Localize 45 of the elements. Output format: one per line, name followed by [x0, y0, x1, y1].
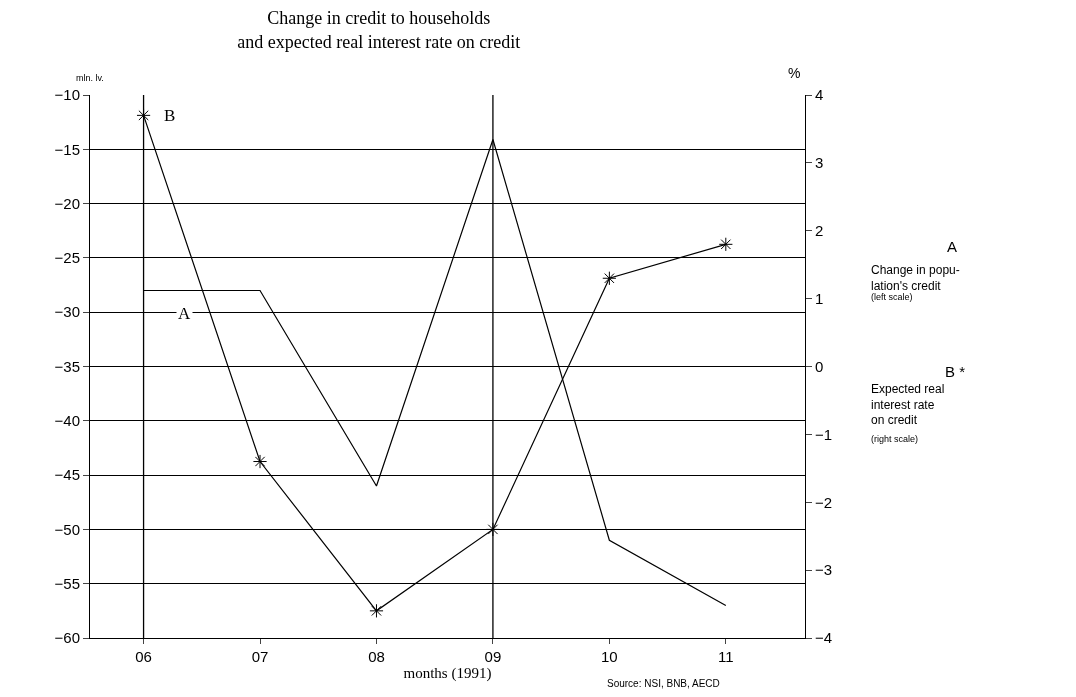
y-tick-label: −60 [54, 629, 80, 647]
x-tick-label: 07 [251, 648, 269, 665]
y2-axis-title: % [788, 65, 801, 81]
text: (right scale) [871, 434, 919, 444]
y2-tick-label: 0 [815, 357, 824, 375]
y-tick-label: −35 [54, 357, 80, 375]
point [602, 271, 617, 286]
y2-tick-label: −1 [815, 425, 833, 443]
series-label: A [178, 304, 191, 323]
x-tick-label: 10 [601, 648, 618, 665]
y2-tick-label: −2 [815, 493, 833, 511]
source-note: Source: NSI, BNB, AECD [607, 678, 720, 689]
y2-tick-label: 1 [815, 289, 824, 307]
y2-tick-label: −3 [815, 561, 833, 579]
y2-tick-label: −4 [815, 629, 833, 647]
x-tick-label: 09 [484, 648, 502, 665]
text: (left scale) [871, 292, 913, 302]
point [369, 603, 384, 618]
y-axis-title: mln. lv. [76, 73, 104, 83]
y2-tick-label: 3 [815, 154, 824, 172]
text: Change in popu- lation's credit [871, 263, 960, 293]
y-tick-label: −45 [54, 466, 80, 484]
y-tick-label: −40 [54, 412, 80, 430]
y-tick-label: −10 [54, 86, 80, 104]
text: A [947, 238, 958, 255]
point [136, 108, 151, 123]
x-tick-label: 06 [135, 648, 152, 665]
y-tick-label: −55 [54, 574, 80, 592]
y-tick-label: −25 [54, 249, 80, 267]
y-tick-label: −50 [54, 520, 80, 538]
text: Expected real interest rate on credit [871, 382, 945, 428]
point [252, 454, 268, 469]
chart-title: Change in credit to households and expected real interest rate on credit [237, 8, 521, 52]
point [718, 237, 733, 252]
series-label: B [164, 106, 176, 125]
y-tick-label: −30 [54, 303, 80, 321]
y-tick-label: −15 [54, 140, 80, 158]
y2-tick-label: 2 [815, 222, 824, 239]
text: B * [945, 363, 966, 380]
y2-tick-label: 4 [815, 86, 824, 104]
point [485, 522, 501, 537]
y-tick-label: −20 [54, 194, 80, 212]
x-tick-label: 11 [718, 648, 734, 665]
x-axis-title: months (1991) [403, 665, 492, 682]
x-tick-label: 08 [368, 648, 385, 665]
